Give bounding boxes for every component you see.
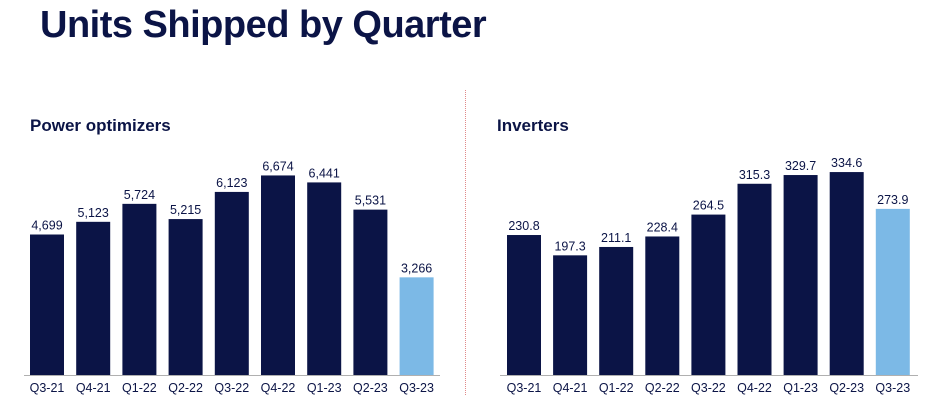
inverters-bar-q1-23	[783, 175, 818, 375]
inverters-bar-q1-22	[599, 246, 634, 375]
optimizers-tick-label: Q3-23	[399, 381, 434, 395]
inverters-bar-q3-21	[507, 235, 541, 375]
optimizers-bar-q1-23	[307, 182, 342, 375]
power-optimizers-chart-title: Power optimizers	[30, 116, 171, 135]
optimizers-tick-label: Q4-22	[261, 381, 296, 395]
inverters-tick-label: Q3-21	[507, 381, 542, 395]
optimizers-bar-q3-22	[214, 191, 249, 375]
inverters-tick-label: Q4-22	[737, 381, 772, 395]
optimizers-tick-label: Q1-23	[307, 381, 342, 395]
inverters-value-label: 264.5	[693, 199, 724, 213]
optimizers-value-label: 3,266	[401, 261, 432, 275]
inverters-tick-label: Q3-23	[875, 381, 910, 395]
inverters-bar-q4-21	[553, 255, 588, 375]
optimizers-tick-label: Q2-22	[168, 381, 203, 395]
optimizers-value-label: 6,674	[262, 159, 293, 173]
inverters-tick-label: Q4-21	[553, 381, 588, 395]
inverters-value-label: 329.7	[785, 159, 816, 173]
inverters-bar-q4-22	[737, 183, 772, 375]
inverters-tick-label: Q1-22	[599, 381, 634, 395]
optimizers-bar-q3-23	[399, 277, 434, 375]
inverters-chart-title: Inverters	[497, 116, 569, 135]
optimizers-tick-label: Q2-23	[353, 381, 388, 395]
inverters-value-label: 211.1	[601, 231, 631, 245]
inverters-bar-q2-23	[829, 172, 864, 375]
inverters-bar-q3-22	[691, 214, 726, 375]
optimizers-bar-q4-22	[261, 175, 295, 375]
inverters-value-label: 273.9	[877, 193, 908, 207]
inverters-tick-label: Q2-23	[829, 381, 864, 395]
optimizers-bar-q1-22	[122, 203, 157, 375]
optimizers-value-label: 6,441	[309, 166, 340, 180]
optimizers-value-label: 5,215	[170, 203, 201, 217]
inverters-tick-label: Q2-22	[645, 381, 680, 395]
optimizers-tick-label: Q1-22	[122, 381, 157, 395]
optimizers-value-label: 5,123	[78, 206, 109, 220]
optimizers-value-label: 6,123	[216, 176, 247, 190]
page-title: Units Shipped by Quarter	[40, 4, 487, 46]
inverters-bar-q3-23	[875, 208, 910, 375]
optimizers-value-label: 4,699	[31, 218, 62, 232]
inverters-value-label: 228.4	[647, 220, 678, 234]
optimizers-tick-label: Q4-21	[76, 381, 111, 395]
optimizers-bar-q3-21	[30, 234, 64, 375]
inverters-value-label: 230.8	[508, 219, 539, 233]
inverters-value-label: 197.3	[554, 239, 585, 253]
inverters-bar-q2-22	[645, 236, 680, 375]
inverters-tick-label: Q1-23	[783, 381, 818, 395]
panel-divider	[465, 90, 466, 395]
optimizers-tick-label: Q3-21	[30, 381, 65, 395]
optimizers-bar-q2-22	[168, 219, 203, 375]
optimizers-bar-q4-21	[76, 221, 111, 375]
optimizers-value-label: 5,724	[124, 188, 155, 202]
optimizers-value-label: 5,531	[355, 194, 386, 208]
optimizers-tick-label: Q3-22	[214, 381, 249, 395]
inverters-value-label: 334.6	[831, 156, 862, 170]
optimizers-bar-q2-23	[353, 209, 388, 375]
inverters-tick-label: Q3-22	[691, 381, 726, 395]
inverters-value-label: 315.3	[739, 168, 770, 182]
